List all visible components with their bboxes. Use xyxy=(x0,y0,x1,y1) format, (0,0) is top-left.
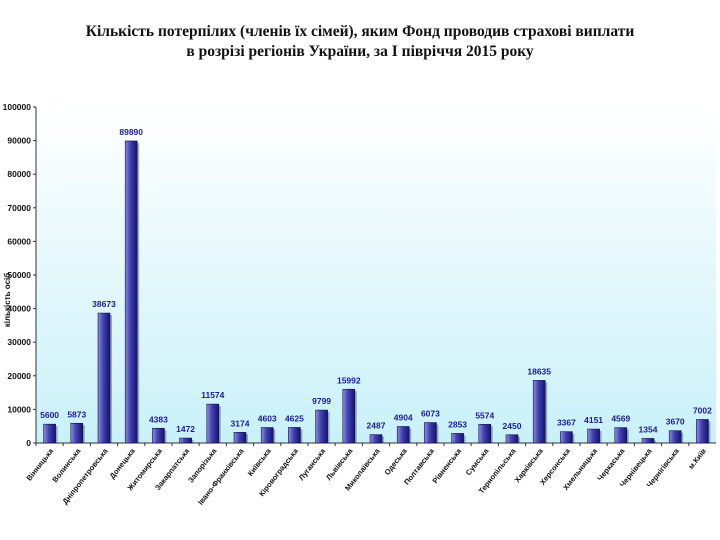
bar-value-label: 15992 xyxy=(337,375,361,385)
y-tick-label: 90000 xyxy=(7,136,31,146)
bar xyxy=(43,423,56,444)
bar-value-label: 4569 xyxy=(611,414,630,424)
y-tick-label: 40000 xyxy=(7,304,31,314)
bar-value-label: 5600 xyxy=(40,410,59,420)
x-axis-ticks: ВінницькаВолинськаДніпропетровськаДонець… xyxy=(24,443,708,507)
y-tick-label: 10000 xyxy=(7,404,31,414)
bar-value-label: 4603 xyxy=(258,414,277,424)
bar xyxy=(260,427,274,444)
bar xyxy=(560,431,573,444)
bar-value-label: 3367 xyxy=(557,418,576,428)
bar xyxy=(505,434,519,444)
x-tick-label: Київська xyxy=(246,446,274,478)
bar xyxy=(288,427,301,444)
bar xyxy=(233,432,247,444)
bar xyxy=(369,434,383,444)
x-tick-label: Донецька xyxy=(108,446,138,480)
bar-value-label: 9799 xyxy=(312,396,331,406)
bar xyxy=(70,422,84,444)
bar-value-label: 4383 xyxy=(149,414,168,424)
bar xyxy=(532,380,546,444)
bar-value-label: 3174 xyxy=(231,418,250,428)
x-tick-label: м.Київ xyxy=(686,446,708,470)
bar-value-label: 1354 xyxy=(639,424,658,434)
bars xyxy=(43,140,711,444)
bar-value-label: 38673 xyxy=(92,299,116,309)
bar xyxy=(668,430,682,444)
bar-value-label: 2450 xyxy=(503,421,522,431)
bar xyxy=(641,438,655,444)
bar xyxy=(206,403,220,444)
bar xyxy=(97,312,111,444)
y-tick-label: 80000 xyxy=(7,169,31,179)
bar-value-label: 7002 xyxy=(693,405,712,415)
y-tick-label: 60000 xyxy=(7,236,31,246)
y-tick-label: 0 xyxy=(26,438,31,448)
chart-title: Кількість потерпілих (членів їх сімей), … xyxy=(0,22,720,62)
bar xyxy=(315,409,328,444)
bar xyxy=(342,388,356,444)
y-tick-label: 20000 xyxy=(7,371,31,381)
bar-value-label: 5574 xyxy=(475,410,494,420)
y-tick-label: 30000 xyxy=(7,337,31,347)
bar-value-label: 2487 xyxy=(367,421,386,431)
bar xyxy=(124,140,138,444)
bar-value-label: 4904 xyxy=(394,413,413,423)
y-tick-label: 100000 xyxy=(3,102,32,112)
data-labels: 5600 5873 38673 89890 4383 1472 11574 3174 4603 4… xyxy=(40,127,712,434)
bar xyxy=(614,427,628,444)
bar-value-label: 4151 xyxy=(584,415,603,425)
chart-title-line-1: Кількість потерпілих (членів їх сімей), … xyxy=(85,23,635,40)
bar xyxy=(179,437,192,444)
bar xyxy=(478,423,492,444)
bar xyxy=(152,427,165,444)
bar xyxy=(696,419,709,444)
bar xyxy=(424,422,437,444)
bar-value-label: 1472 xyxy=(176,424,195,434)
y-tick-label: 50000 xyxy=(7,270,31,280)
x-tick-label: Сумська xyxy=(464,446,491,477)
chart-title-line-2: в розрізі регіонів України, за І піврічч… xyxy=(186,43,534,60)
bar-value-label: 11574 xyxy=(201,390,224,400)
bar xyxy=(587,428,600,444)
y-axis-label: кількість осіб xyxy=(3,273,12,327)
y-tick-label: 70000 xyxy=(7,203,31,213)
x-tick-label: Одеська xyxy=(382,446,409,477)
bar-value-label: 18635 xyxy=(527,366,551,376)
bar-value-label: 89890 xyxy=(119,127,143,137)
bar xyxy=(451,433,464,444)
bar-value-label: 2853 xyxy=(448,419,467,429)
bar-value-label: 5873 xyxy=(67,409,86,419)
bar-value-label: 3670 xyxy=(666,417,685,427)
bar-value-label: 4625 xyxy=(285,413,304,423)
bar-value-label: 6073 xyxy=(421,409,440,419)
plot-area xyxy=(36,107,716,443)
bar xyxy=(396,426,410,444)
